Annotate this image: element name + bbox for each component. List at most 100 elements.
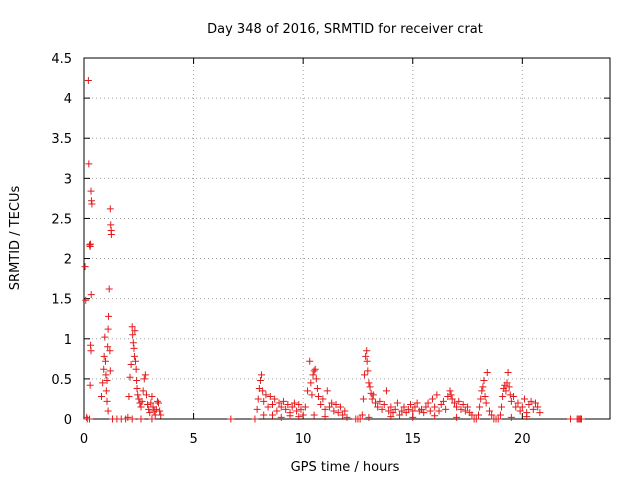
data-point <box>475 411 482 419</box>
y-tick-label: 0.5 <box>51 373 72 388</box>
data-point <box>106 347 114 355</box>
y-tick-label: 3.5 <box>51 132 72 147</box>
data-point <box>301 403 309 411</box>
data-point <box>153 397 161 405</box>
data-point <box>455 397 463 405</box>
data-point <box>128 415 136 423</box>
data-point <box>387 413 395 421</box>
data-point <box>99 379 107 387</box>
data-point <box>400 403 408 411</box>
data-point <box>510 393 518 401</box>
data-point <box>127 360 135 368</box>
data-point <box>398 407 406 415</box>
data-point <box>447 391 455 399</box>
data-point <box>363 347 371 355</box>
data-point <box>369 391 377 399</box>
data-point <box>106 205 114 213</box>
data-point <box>426 407 434 415</box>
data-point <box>307 379 315 387</box>
data-point <box>393 399 401 407</box>
data-point <box>152 405 160 413</box>
data-point <box>380 401 388 409</box>
data-point <box>103 376 111 384</box>
y-tick-label: 2.5 <box>51 212 72 227</box>
data-point <box>129 331 137 339</box>
data-point <box>139 387 147 395</box>
data-point <box>476 403 484 411</box>
data-point <box>468 411 476 419</box>
data-point <box>507 397 515 405</box>
data-point <box>253 405 261 413</box>
data-point <box>124 413 132 421</box>
data-point <box>457 405 465 413</box>
data-point <box>297 405 305 413</box>
data-point <box>84 76 92 84</box>
data-point <box>290 399 298 407</box>
data-point <box>499 393 507 401</box>
data-point <box>87 347 95 355</box>
data-point <box>81 263 89 271</box>
data-point <box>144 401 152 409</box>
data-point <box>105 285 113 293</box>
data-point <box>450 399 458 407</box>
data-point <box>251 415 259 423</box>
data-point <box>409 407 417 415</box>
data-point <box>529 405 537 413</box>
data-point <box>88 200 96 208</box>
data-point <box>319 395 327 403</box>
data-point <box>98 393 106 401</box>
data-point <box>146 409 154 417</box>
data-point <box>102 371 110 379</box>
data-point <box>442 405 450 413</box>
data-point <box>277 413 285 421</box>
data-point <box>391 405 399 413</box>
chart-title: Day 348 of 2016, SRMTID for receiver cra… <box>207 22 483 37</box>
data-point <box>411 403 419 411</box>
data-point <box>504 368 512 376</box>
grid-lines <box>84 58 610 419</box>
data-point <box>514 399 522 407</box>
data-point <box>266 393 274 401</box>
data-point <box>299 411 307 419</box>
data-point <box>264 403 272 411</box>
data-point <box>107 230 115 238</box>
y-tick-label: 4 <box>64 92 72 107</box>
data-point <box>132 357 140 365</box>
data-point <box>361 371 369 379</box>
data-point <box>258 371 266 379</box>
data-point <box>404 405 412 413</box>
data-point <box>304 387 312 395</box>
data-point <box>86 381 94 389</box>
data-point <box>132 365 140 373</box>
data-point <box>260 397 268 405</box>
data-point <box>435 407 443 415</box>
data-point <box>439 397 447 405</box>
data-point <box>407 401 415 409</box>
data-point <box>315 393 323 401</box>
data-point <box>512 403 520 411</box>
data-point <box>295 413 303 421</box>
data-point <box>130 344 138 352</box>
data-point <box>85 160 93 168</box>
x-tick-label: 0 <box>80 432 88 447</box>
data-point <box>343 413 351 421</box>
data-point <box>527 397 535 405</box>
data-point <box>359 395 367 403</box>
data-point <box>131 327 139 335</box>
y-tick-label: 2 <box>64 253 72 268</box>
data-point <box>148 393 156 401</box>
data-point <box>313 385 321 393</box>
data-point <box>227 415 235 423</box>
data-point <box>433 391 441 399</box>
data-point <box>137 403 145 411</box>
data-point <box>483 368 491 376</box>
data-point <box>362 352 370 360</box>
data-point <box>138 397 146 405</box>
data-point <box>129 339 137 347</box>
data-point <box>378 405 386 413</box>
data-point <box>100 352 108 360</box>
x-tick-label: 10 <box>295 432 312 447</box>
data-point <box>282 405 290 413</box>
data-point <box>503 379 511 387</box>
